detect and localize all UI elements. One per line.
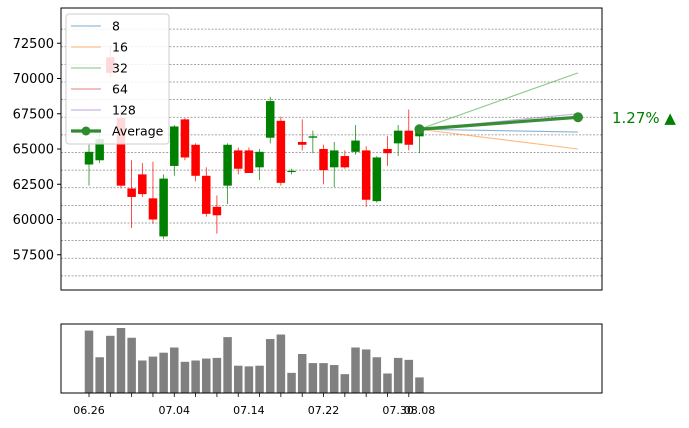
candle-body <box>404 130 414 145</box>
candle-body <box>383 149 392 154</box>
volume-bars <box>84 328 424 393</box>
candle-body <box>170 126 179 166</box>
volume-bar <box>372 357 382 393</box>
volume-bar <box>361 349 371 393</box>
x-tick-label: 06.26 <box>73 404 105 417</box>
candle-body <box>148 198 158 220</box>
volume-bar <box>308 363 318 393</box>
volume-bar <box>148 356 158 393</box>
candle-body <box>159 178 168 237</box>
volume-bar <box>116 328 126 393</box>
legend-label: 128 <box>112 103 136 118</box>
candle-body <box>180 119 190 158</box>
forecast-change-annotation: 1.27% ▲ <box>612 109 676 127</box>
volume-bar <box>138 360 147 393</box>
legend-label: 32 <box>112 61 128 76</box>
price-panel-frame <box>60 7 603 291</box>
legend-label: Average <box>112 124 164 139</box>
forecast-lines <box>414 72 583 150</box>
candle-body <box>202 175 211 214</box>
candle-body <box>393 130 403 144</box>
volume-bar <box>351 347 360 393</box>
candle-body <box>116 117 126 186</box>
volume-bar <box>244 366 254 393</box>
volume-bar <box>255 365 264 393</box>
candle-body <box>95 139 104 161</box>
candle-body <box>372 157 382 202</box>
candle-body <box>244 150 254 173</box>
legend-label: 16 <box>112 40 128 55</box>
volume-bar <box>287 372 296 393</box>
volume-bar <box>84 330 94 393</box>
forecast-line-16 <box>419 128 579 150</box>
candle-body <box>212 206 222 216</box>
volume-bar <box>191 360 200 393</box>
candle-body <box>287 170 296 173</box>
volume-bar <box>383 373 392 393</box>
candle-body <box>351 140 360 152</box>
volume-bar <box>212 357 222 393</box>
candle-body <box>361 150 371 200</box>
volume-bar <box>393 357 403 393</box>
volume-bar <box>265 339 275 393</box>
volume-bar <box>95 357 104 393</box>
y-tick-label: 72500 <box>13 37 54 52</box>
candle-body <box>84 151 94 165</box>
x-tick-label: 08.08 <box>404 404 436 417</box>
forecast-end-marker <box>573 112 583 123</box>
candle-body <box>255 151 264 168</box>
forecast-line-8 <box>419 128 579 133</box>
x-tick-label: 07.14 <box>233 404 265 417</box>
candle-body <box>329 150 339 168</box>
forecast-average-line <box>419 115 579 131</box>
x-tick-label: 07.22 <box>308 404 340 417</box>
volume-bar <box>404 359 414 393</box>
volume-bar <box>127 337 136 393</box>
candle-body <box>319 149 328 171</box>
volume-bar <box>276 334 286 393</box>
candle-body <box>276 120 286 183</box>
volume-bar <box>329 365 339 393</box>
volume-bar <box>415 377 424 393</box>
candle-body <box>191 144 200 176</box>
candle-body <box>138 174 147 195</box>
volume-bar <box>340 374 350 393</box>
y-tick-label: 67500 <box>13 107 54 122</box>
volume-panel-frame <box>60 323 603 394</box>
candle-body <box>340 156 350 168</box>
candle-body <box>127 188 136 197</box>
candle-body <box>297 141 307 145</box>
legend: 8 16 32 64 128 Average <box>65 13 170 145</box>
price-y-axis: 57500 60000 62500 65000 67500 70000 72500 <box>13 37 61 263</box>
volume-bar <box>297 354 307 393</box>
legend-label: 8 <box>112 19 120 34</box>
legend-marker <box>81 126 91 136</box>
volume-bar <box>233 365 243 393</box>
volume-bar <box>319 363 328 393</box>
volume-bar <box>180 361 190 393</box>
y-tick-label: 57500 <box>13 248 54 263</box>
candle-body <box>265 101 275 138</box>
y-tick-label: 70000 <box>13 72 54 87</box>
x-tick-label: 07.30 <box>382 404 414 417</box>
forecast-line-32 <box>419 72 579 130</box>
candle-body <box>308 136 318 138</box>
y-tick-label: 60000 <box>13 213 54 228</box>
candlesticks <box>84 46 424 240</box>
y-tick-label: 62500 <box>13 178 54 193</box>
legend-label: 64 <box>112 82 128 97</box>
volume-bar <box>223 337 232 393</box>
volume-bar <box>159 352 168 393</box>
volume-bar <box>106 335 115 393</box>
volume-bar <box>170 347 179 393</box>
forecast-start-marker <box>414 124 425 135</box>
candle-body <box>223 144 232 186</box>
candle-body <box>233 150 243 169</box>
x-tick-label: 07.04 <box>159 404 191 417</box>
volume-bar <box>202 358 211 393</box>
y-tick-label: 65000 <box>13 143 54 158</box>
